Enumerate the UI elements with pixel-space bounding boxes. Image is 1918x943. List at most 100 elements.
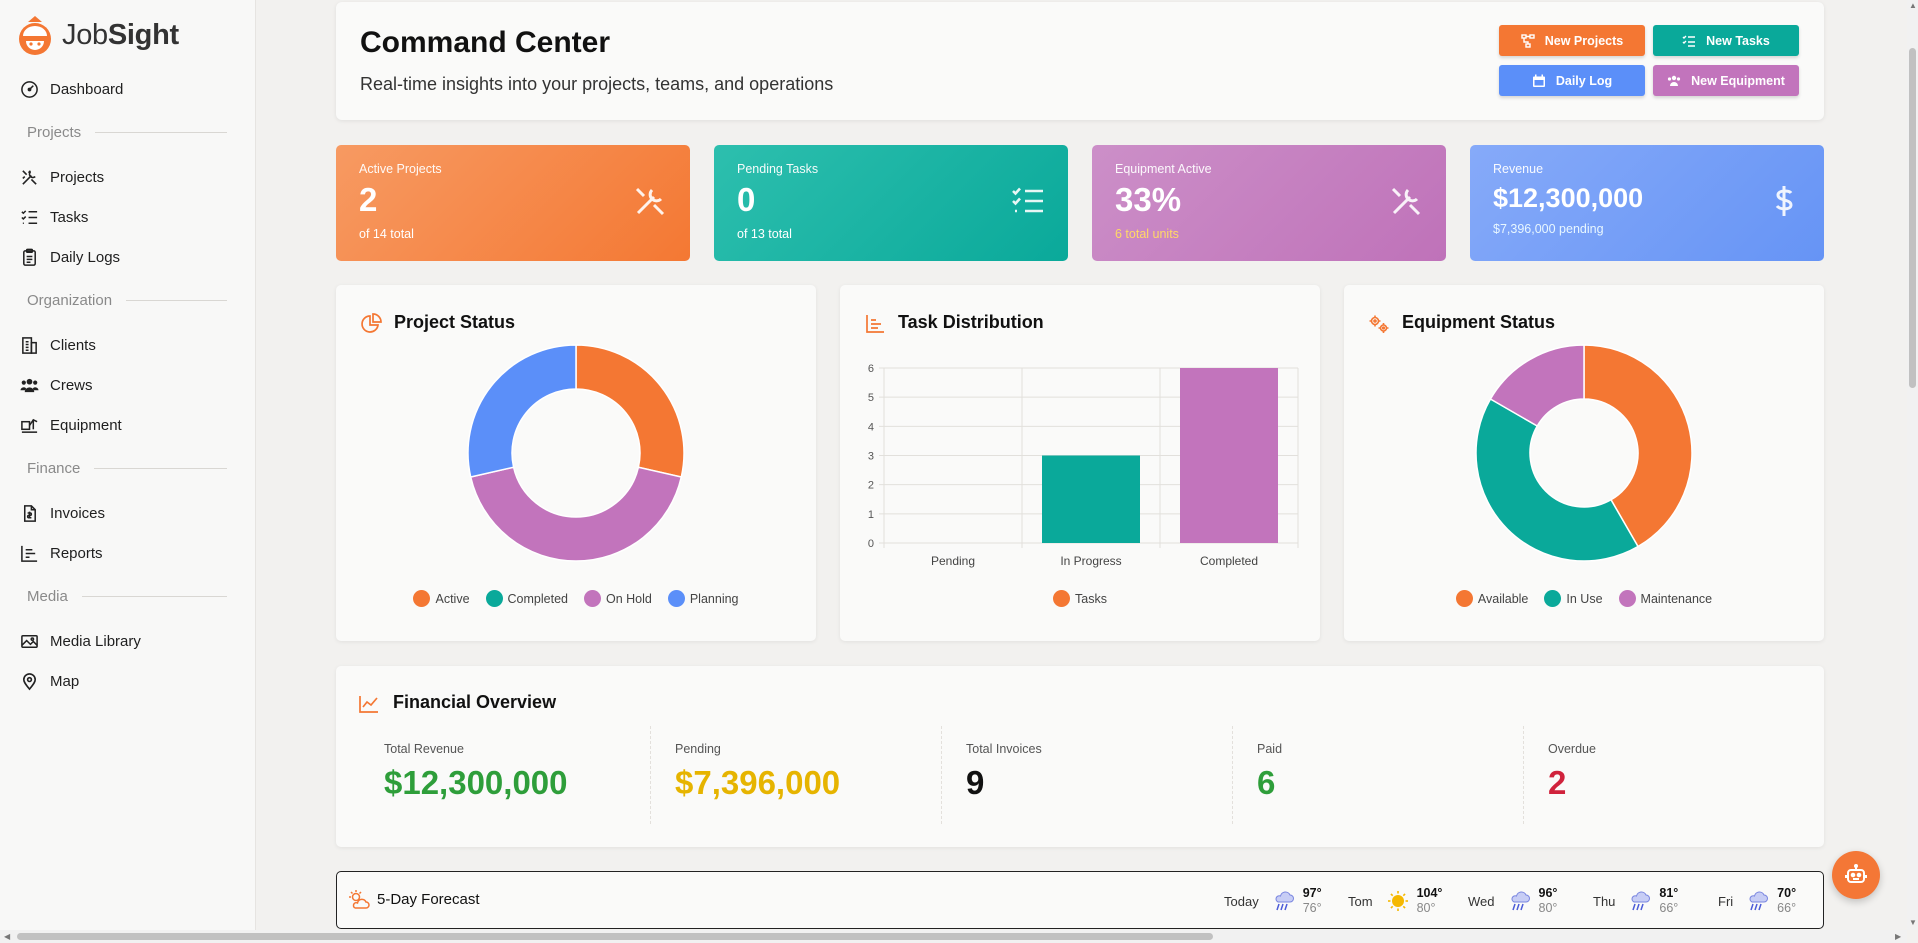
vertical-scrollbar[interactable]: ▲ ▼ [1907, 0, 1918, 930]
panel-title: Equipment Status [1402, 312, 1556, 332]
cogs-icon [1369, 315, 1389, 333]
financial-total-revenue: Total Revenue $12,300,000 [360, 726, 651, 824]
stat-label: Active Projects [359, 162, 442, 176]
financial-pending: Pending $7,396,000 [651, 726, 942, 824]
sidebar-item-invoices[interactable]: Invoices [20, 499, 230, 527]
forecast-day-name: Wed [1468, 893, 1495, 909]
y-tick-label: 4 [868, 421, 874, 433]
sidebar-item-media-library[interactable]: Media Library [20, 627, 230, 655]
legend-item[interactable]: On Hold [583, 590, 652, 607]
users-icon [20, 378, 39, 392]
sidebar-item-label: Reports [50, 544, 103, 562]
forecast-day[interactable]: Fri 70° 66° [1718, 884, 1796, 918]
rain-icon [1749, 891, 1769, 911]
forecast-day[interactable]: Thu 81° 66° [1593, 884, 1678, 918]
sidebar-item-equipment[interactable]: Equipment [20, 411, 230, 439]
stat-sub: of 13 total [737, 227, 792, 241]
page-subtitle: Real-time insights into your projects, t… [360, 74, 834, 94]
sidebar-item-crews[interactable]: Crews [20, 371, 230, 399]
rain-icon [1631, 891, 1651, 911]
stat-sub: 6 total units [1115, 227, 1179, 241]
legend-swatch [1455, 590, 1473, 607]
panel-title: Project Status [394, 312, 516, 332]
new-equipment-button[interactable]: New Equipment [1653, 65, 1799, 96]
legend-label: Completed [507, 591, 568, 606]
donut-slice-on-hold[interactable] [469, 466, 683, 562]
financial-overview-card: Financial Overview Total Revenue $12,300… [336, 666, 1824, 847]
stat-card-revenue[interactable]: Revenue $12,300,000 $7,396,000 pending [1470, 145, 1824, 261]
project-status-donut [467, 344, 685, 562]
sidebar-item-label: Crews [50, 376, 93, 394]
stat-card-pending-tasks[interactable]: Pending Tasks 0 of 13 total [714, 145, 1068, 261]
app-logo[interactable]: JobSight [14, 14, 179, 56]
bar-completed[interactable] [1180, 368, 1278, 543]
new-tasks-button[interactable]: New Tasks [1653, 25, 1799, 56]
equipment-status-panel: Equipment Status Available In Use Maintena… [1344, 285, 1824, 641]
sidebar-item-label: Media Library [50, 632, 141, 650]
legend-swatch [1053, 590, 1071, 607]
sidebar-item-label: Tasks [50, 208, 89, 226]
sidebar-item-dashboard[interactable]: Dashboard [20, 75, 230, 103]
sidebar-item-reports[interactable]: Reports [20, 539, 230, 567]
list-check-icon [1682, 35, 1696, 47]
chart-legend: Available In Use Maintenance [1344, 590, 1824, 607]
assistant-bot-button[interactable] [1832, 851, 1880, 899]
new-projects-button[interactable]: New Projects [1499, 25, 1645, 56]
sidebar-item-tasks[interactable]: Tasks [20, 203, 230, 231]
nav-section-media: Media [27, 588, 227, 605]
stat-label: Revenue [1493, 162, 1544, 176]
y-tick-label: 1 [868, 509, 874, 521]
legend-label: Tasks [1075, 591, 1107, 606]
forecast-bar[interactable]: 5-Day Forecast Today 97° 76° Tom 104° 80° Wed 9… [336, 871, 1824, 929]
stat-card-active-projects[interactable]: Active Projects 2 of 14 total [336, 145, 690, 261]
stat-value: 0 [737, 181, 756, 218]
daily-log-button[interactable]: Daily Log [1499, 65, 1645, 96]
forecast-day[interactable]: Tom 104° 80° [1348, 884, 1442, 918]
sun-icon [1387, 891, 1408, 911]
donut-slice-maintenance[interactable] [1489, 344, 1585, 428]
forecast-high: 70° [1777, 886, 1797, 900]
donut-slice-in-use[interactable] [1475, 397, 1640, 562]
donut-slice-planning[interactable] [467, 344, 577, 478]
forecast-high: 97° [1302, 886, 1322, 900]
forecast-title: 5-Day Forecast [377, 891, 480, 908]
horizontal-scroll-thumb[interactable] [17, 933, 1213, 940]
vertical-scroll-thumb[interactable] [1909, 48, 1916, 388]
tools-icon [635, 187, 665, 216]
chart-legend: Tasks [840, 590, 1320, 607]
legend-item[interactable]: Active [413, 590, 470, 607]
stat-value: $12,300,000 [1493, 183, 1644, 213]
legend-item[interactable]: In Use [1544, 590, 1603, 607]
legend-label: Available [1477, 591, 1529, 606]
legend-item[interactable]: Tasks [1053, 590, 1107, 607]
stat-value: 2 [359, 181, 378, 218]
sidebar-item-map[interactable]: Map [20, 667, 230, 695]
legend-item[interactable]: Planning [667, 590, 739, 607]
forecast-day[interactable]: Wed 96° 80° [1468, 884, 1557, 918]
sidebar-item-daily-logs[interactable]: Daily Logs [20, 243, 230, 271]
sun-cloud-icon [349, 890, 370, 909]
list-check-icon [21, 209, 38, 224]
legend-item[interactable]: Maintenance [1618, 590, 1713, 607]
donut-slice-active[interactable] [575, 344, 685, 478]
sidebar-item-projects[interactable]: Projects [20, 163, 230, 191]
sidebar-item-clients[interactable]: Clients [20, 331, 230, 359]
legend-swatch [583, 590, 601, 607]
donut-slice-available[interactable] [1583, 344, 1693, 548]
robot-icon [1845, 864, 1867, 883]
sidebar: JobSight Dashboard Projects Projects Tas… [0, 0, 256, 943]
bar-in-progress[interactable] [1042, 455, 1140, 544]
legend-label: In Use [1566, 591, 1603, 606]
nav-section-organization: Organization [27, 292, 227, 309]
stat-card-equipment-active[interactable]: Equipment Active 33% 6 total units [1092, 145, 1446, 261]
legend-item[interactable]: Available [1455, 590, 1529, 607]
invoice-icon [23, 504, 36, 522]
forecast-day[interactable]: Today 97° 76° [1224, 884, 1322, 918]
legend-swatch [485, 590, 503, 607]
sidebar-item-label: Clients [50, 336, 96, 354]
legend-label: Maintenance [1640, 591, 1713, 606]
forecast-day-name: Fri [1718, 893, 1734, 909]
horizontal-scrollbar[interactable]: ◀ ▶ [0, 930, 1907, 943]
legend-label: On Hold [605, 591, 652, 606]
legend-item[interactable]: Completed [485, 590, 568, 607]
